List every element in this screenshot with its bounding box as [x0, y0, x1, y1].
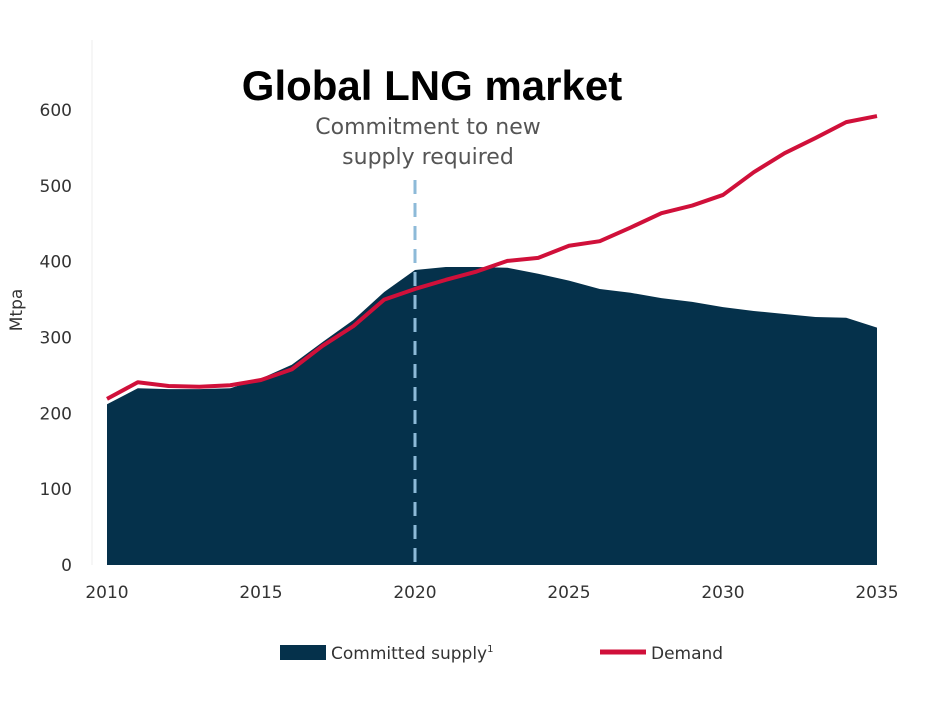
legend-swatch-supply	[280, 645, 326, 660]
committed-supply-area	[107, 266, 877, 565]
y-tick-label: 0	[61, 556, 72, 576]
y-tick-label: 600	[40, 101, 72, 121]
annotation-line-2: supply required	[342, 145, 514, 170]
x-tick-label: 2010	[85, 583, 128, 603]
x-tick-label: 2025	[547, 583, 590, 603]
demand-line	[106, 114, 878, 401]
y-axis-label: Mtpa	[7, 289, 27, 332]
y-tick-label: 200	[40, 404, 72, 424]
annotation-line-1: Commitment to new	[315, 115, 541, 140]
legend-label-supply: Committed supply1	[331, 644, 493, 664]
y-tick-label: 400	[40, 253, 72, 273]
chart-title: Global LNG market	[242, 62, 622, 109]
x-tick-label: 2015	[239, 583, 282, 603]
legend: Committed supply1 Demand	[280, 644, 723, 664]
y-tick-label: 100	[40, 480, 72, 500]
x-tick-label: 2035	[855, 583, 898, 603]
x-tick-label: 2020	[393, 583, 436, 603]
y-tick-label: 300	[40, 329, 72, 349]
legend-label-demand: Demand	[651, 644, 723, 664]
x-tick-label: 2030	[701, 583, 744, 603]
y-tick-label: 500	[40, 177, 72, 197]
